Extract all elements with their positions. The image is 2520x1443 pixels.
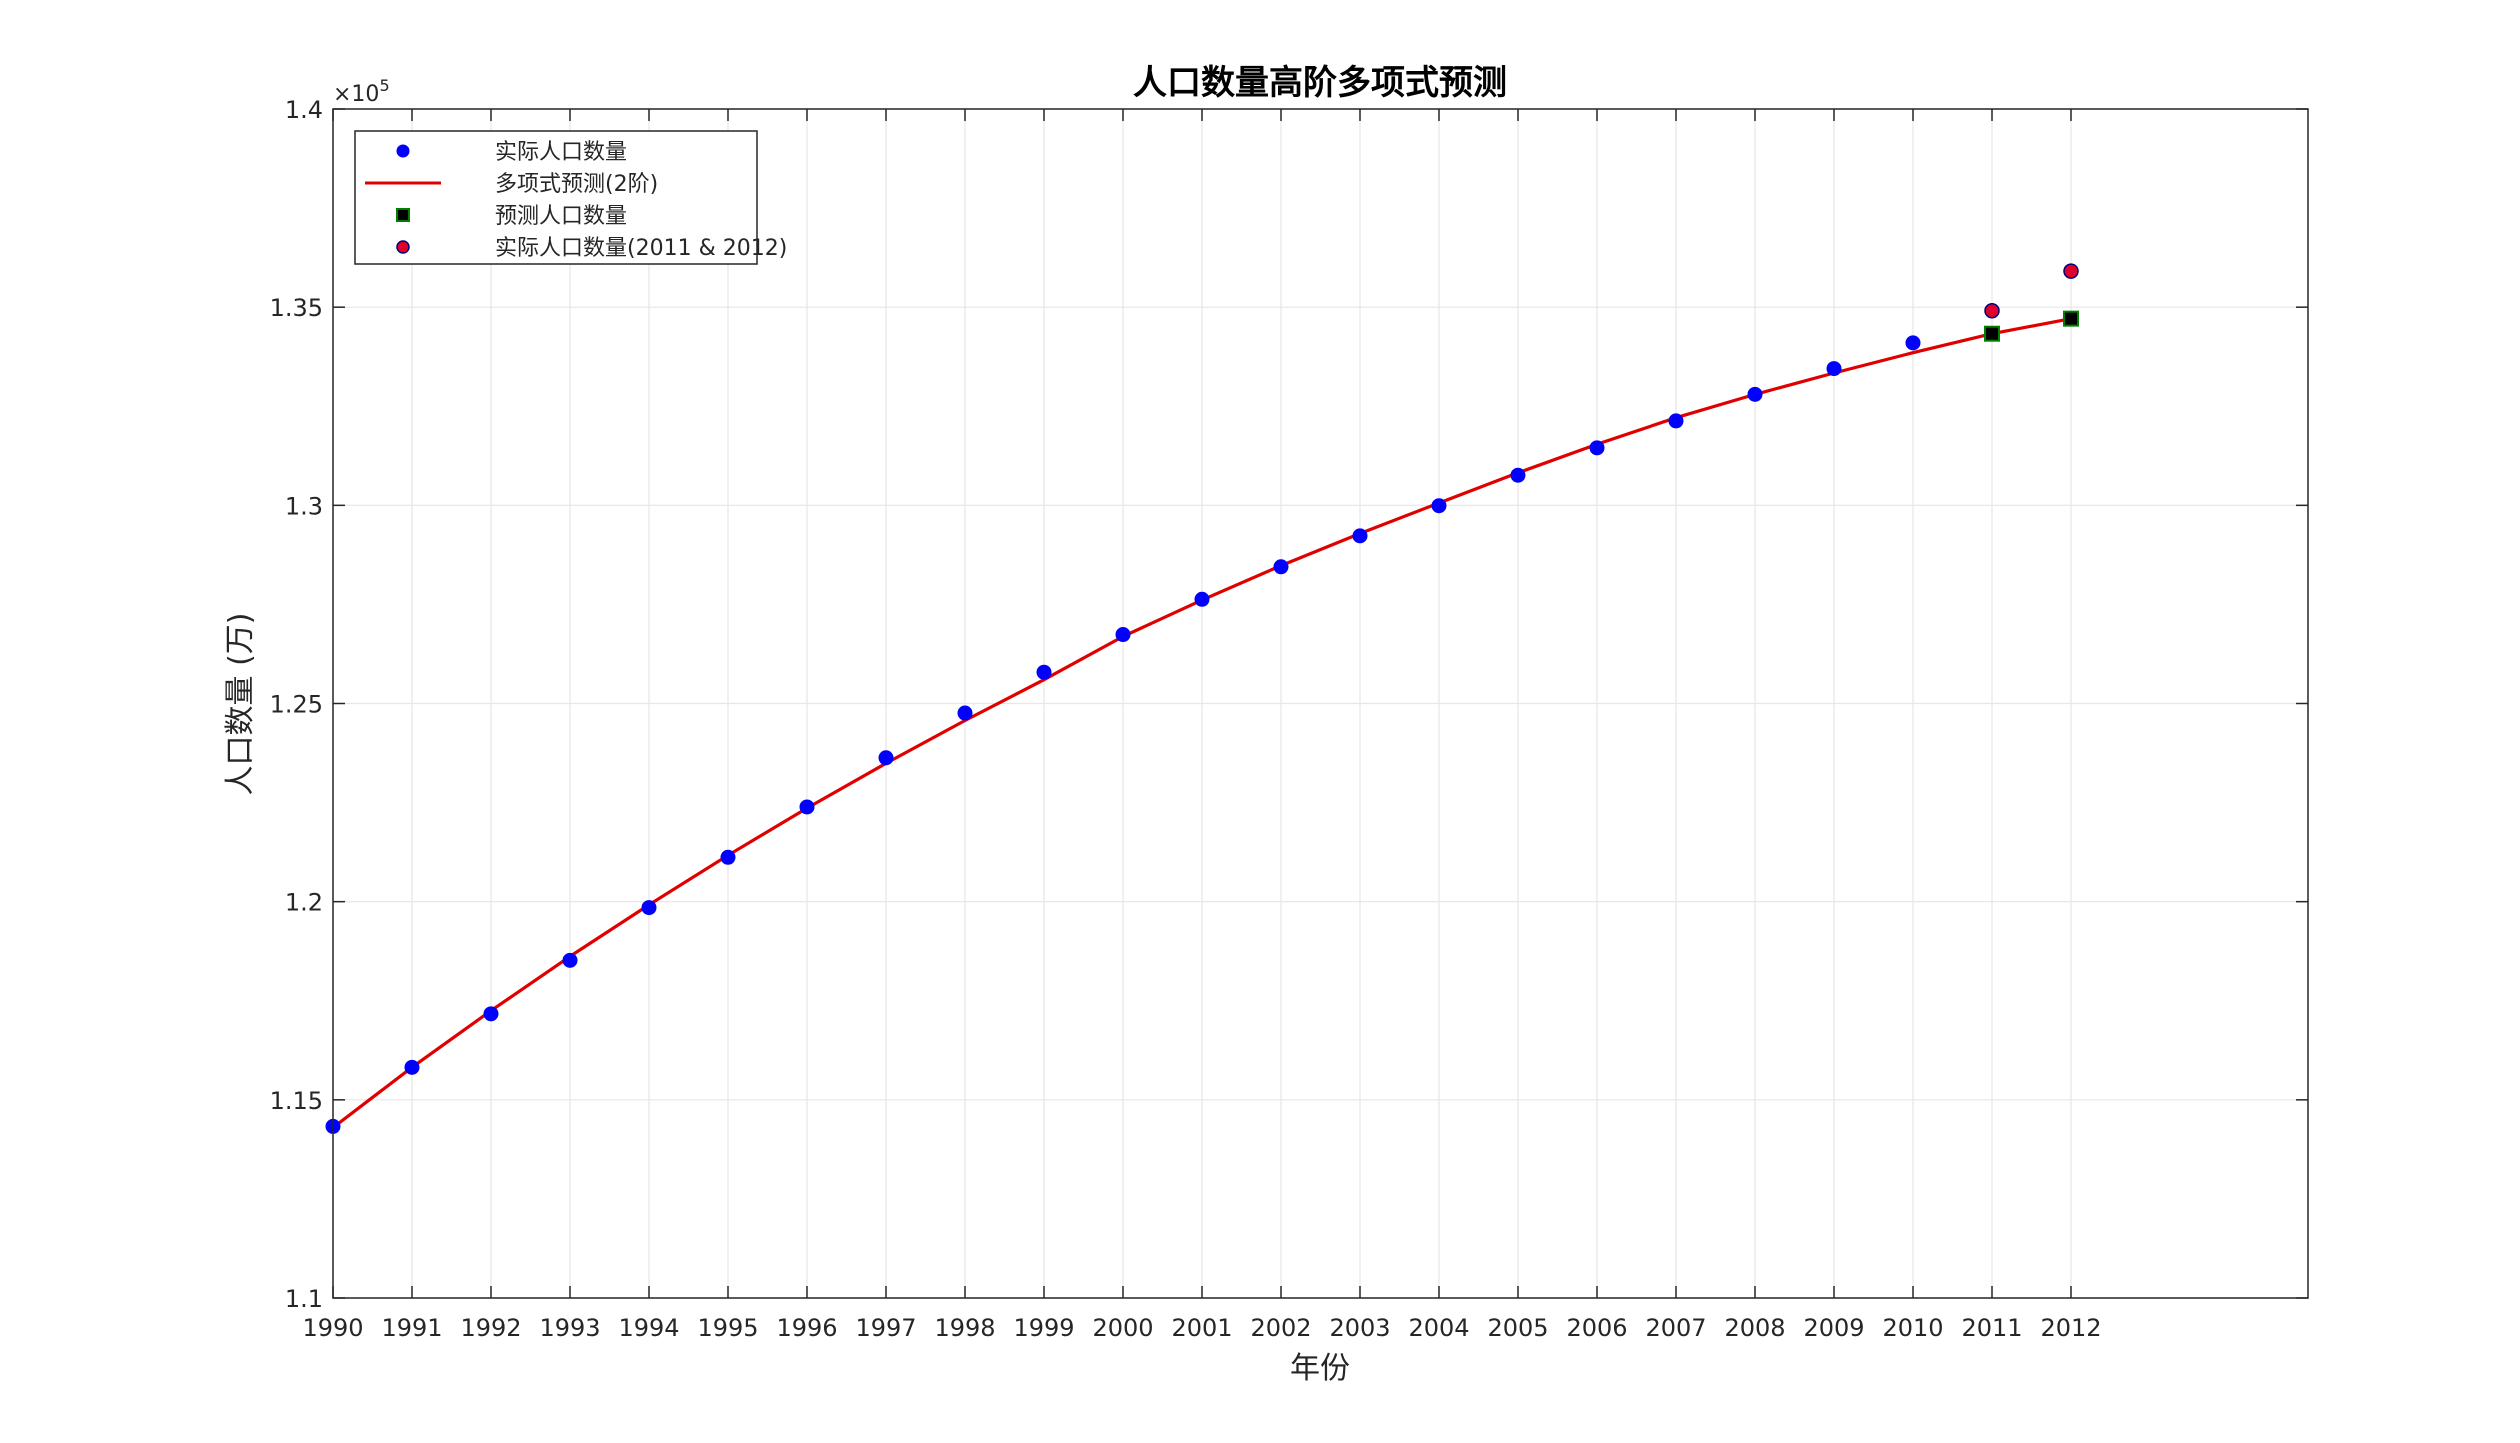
y-tick-label: 1.35 bbox=[270, 294, 323, 322]
data-point-series-0 bbox=[799, 799, 815, 815]
data-point-series-0 bbox=[1273, 559, 1289, 575]
legend-label: 预测人口数量 bbox=[495, 204, 627, 229]
x-axis-title: 年份 bbox=[1290, 1351, 1350, 1386]
x-tick-label: 2000 bbox=[1092, 1314, 1153, 1342]
y-tick-label: 1.25 bbox=[270, 691, 323, 719]
legend-swatch-marker bbox=[396, 208, 410, 222]
data-point-series-0 bbox=[957, 705, 973, 721]
x-tick-label: 1997 bbox=[855, 1314, 916, 1342]
grid-lines bbox=[332, 108, 2308, 1299]
data-point-series-0 bbox=[1036, 664, 1052, 680]
x-tick-label: 2005 bbox=[1487, 1314, 1548, 1342]
data-point-series-0 bbox=[1668, 413, 1684, 429]
x-tick-label: 1992 bbox=[460, 1314, 521, 1342]
data-point-series-0 bbox=[404, 1059, 420, 1075]
x-tick-label: 1993 bbox=[539, 1314, 600, 1342]
plot-area bbox=[325, 108, 2309, 1299]
data-point-series-2 bbox=[1984, 325, 2000, 342]
data-point-series-0 bbox=[1747, 386, 1763, 402]
x-tick-label: 1998 bbox=[934, 1314, 995, 1342]
data-point-series-0 bbox=[1905, 335, 1921, 351]
legend-label: 实际人口数量(2011 & 2012) bbox=[495, 236, 787, 261]
data-point-series-0 bbox=[1510, 467, 1526, 483]
legend-label: 多项式预测(2阶) bbox=[495, 172, 658, 197]
legend-swatch-marker bbox=[396, 240, 410, 254]
x-tick-label: 2006 bbox=[1566, 1314, 1627, 1342]
data-point-series-0 bbox=[1826, 361, 1842, 377]
x-tick-label: 1995 bbox=[697, 1314, 758, 1342]
x-tick-label: 2010 bbox=[1882, 1314, 1943, 1342]
x-tick-label: 1991 bbox=[381, 1314, 442, 1342]
data-point-series-0 bbox=[483, 1006, 499, 1022]
data-point-series-0 bbox=[641, 900, 657, 916]
x-tick-label: 1994 bbox=[618, 1314, 679, 1342]
y-tick-label: 1.1 bbox=[285, 1285, 323, 1313]
data-point-series-0 bbox=[1115, 627, 1131, 643]
data-point-series-0 bbox=[1352, 528, 1368, 544]
x-axis-tick-labels: 1990 1991 1992 1993 1994 1995 1996 1997 1998 1999… bbox=[302, 1314, 2101, 1342]
data-point-series-3 bbox=[1984, 302, 2000, 319]
x-tick-label: 2007 bbox=[1645, 1314, 1706, 1342]
x-tick-label: 2003 bbox=[1329, 1314, 1390, 1342]
data-point-series-3 bbox=[2063, 263, 2079, 279]
y-axis-title: 人口数量 (万) bbox=[223, 613, 258, 796]
data-point-series-0 bbox=[1194, 591, 1210, 607]
legend-label: 实际人口数量 bbox=[495, 140, 627, 165]
data-markers bbox=[325, 263, 2079, 1134]
y-tick-label: 1.15 bbox=[270, 1087, 323, 1115]
y-axis-tick-labels: 1.1 1.15 1.2 1.25 1.3 1.35 1.4 bbox=[270, 96, 323, 1313]
x-tick-label: 2008 bbox=[1724, 1314, 1785, 1342]
data-point-series-0 bbox=[562, 952, 578, 968]
x-tick-label: 2002 bbox=[1250, 1314, 1311, 1342]
x-tick-label: 1996 bbox=[776, 1314, 837, 1342]
y-tick-label: 1.2 bbox=[285, 889, 323, 917]
x-tick-label: 1990 bbox=[302, 1314, 363, 1342]
x-tick-label: 2009 bbox=[1803, 1314, 1864, 1342]
x-tick-label: 2001 bbox=[1171, 1314, 1232, 1342]
x-tick-label: 2011 bbox=[1961, 1314, 2022, 1342]
y-tick-label: 1.3 bbox=[285, 492, 323, 520]
chart-title: 人口数量高阶多项式预测 bbox=[1133, 63, 1507, 103]
data-point-series-2 bbox=[2063, 310, 2079, 327]
x-tick-label: 2004 bbox=[1408, 1314, 1469, 1342]
x-tick-label: 1999 bbox=[1013, 1314, 1074, 1342]
legend-swatch-marker bbox=[396, 144, 410, 158]
x-tick-label: 2012 bbox=[2040, 1314, 2101, 1342]
data-point-series-0 bbox=[1589, 440, 1605, 456]
data-point-series-0 bbox=[878, 750, 894, 766]
data-point-series-0 bbox=[720, 849, 736, 865]
legend-box bbox=[354, 130, 758, 265]
y-axis-exponent: ×105 bbox=[333, 76, 390, 107]
axis-ticks bbox=[332, 108, 2308, 1299]
y-tick-label: 1.4 bbox=[285, 96, 323, 124]
data-point-series-0 bbox=[1431, 498, 1447, 514]
